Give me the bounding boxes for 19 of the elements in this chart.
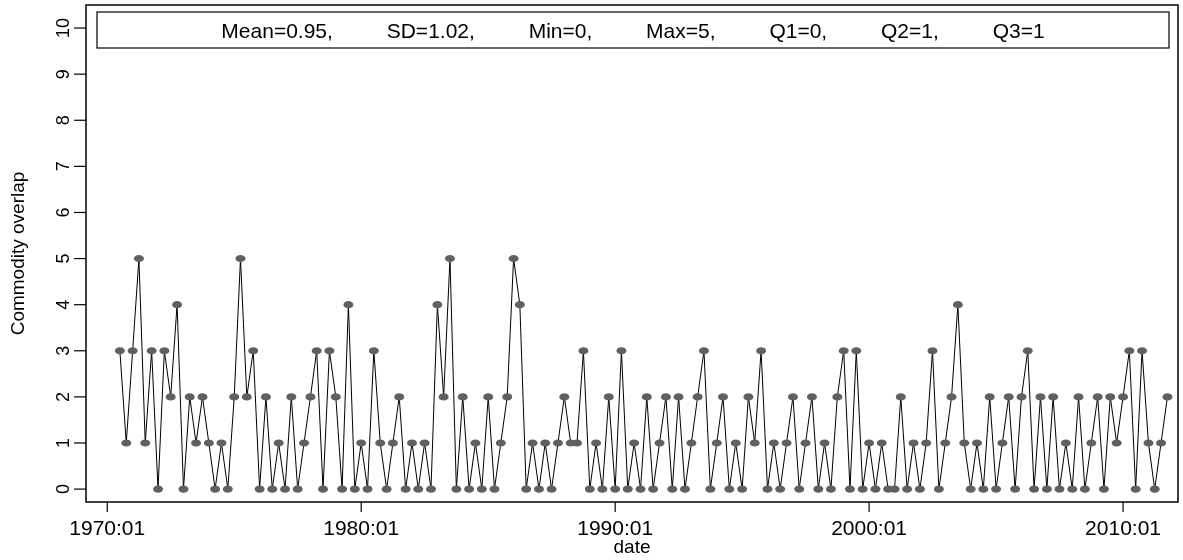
y-tick-label: 4	[53, 299, 73, 310]
y-tick-label: 0	[53, 484, 73, 495]
x-tick-label: 1990:01	[577, 516, 654, 539]
y-tick-label: 6	[53, 207, 73, 218]
x-tick-label: 1970:01	[69, 516, 146, 539]
y-tick-label: 10	[53, 18, 73, 39]
y-axis-title: Commodity overlap	[7, 171, 28, 336]
y-tick-label: 8	[53, 115, 73, 126]
x-axis-title: date	[613, 536, 651, 557]
x-tick-label: 2000:01	[831, 516, 908, 539]
y-tick-label: 1	[53, 437, 73, 448]
y-tick-label: 2	[53, 391, 73, 402]
y-tick-label: 7	[53, 161, 73, 172]
y-tick-label: 5	[53, 253, 73, 264]
x-tick-label: 1980:01	[323, 516, 400, 539]
y-tick-label: 3	[53, 345, 73, 356]
annotation: Mean=0.95, SD=1.02, Min=0, Max=5, Q1=0, Q2=1, Q3=1	[221, 19, 1045, 42]
y-tick-label: 9	[53, 69, 73, 80]
x-tick-label: 2010:01	[1085, 516, 1162, 539]
